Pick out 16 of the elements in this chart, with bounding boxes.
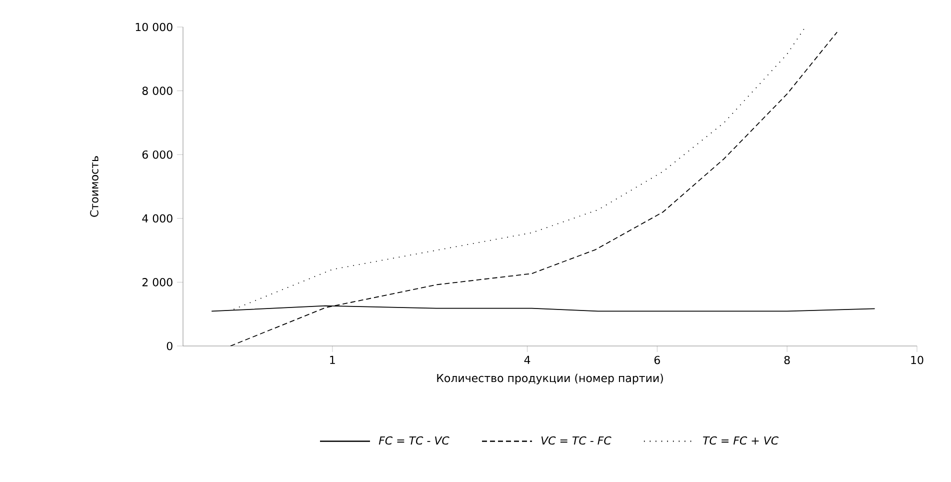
legend-label: TC = FC + VC (703, 436, 779, 445)
y-tick-label: 4 000 (142, 214, 172, 223)
legend-label: FC = TC - VC (378, 436, 450, 445)
x-tick-label: 8 (784, 356, 790, 364)
x-tick-label: 1 (330, 356, 335, 364)
x-axis-title: Количество продукции (номер партии) (437, 374, 663, 384)
y-tick-label: 0 (166, 342, 172, 350)
legend-label: VC = TC - FC (541, 436, 612, 445)
y-tick-label: 2 000 (142, 278, 172, 286)
y-tick-label: 10 000 (136, 22, 172, 32)
x-tick-label: 4 (524, 356, 530, 364)
y-tick-label: 6 000 (142, 150, 172, 159)
x-tick-label: 6 (654, 356, 660, 364)
y-axis-title: Стоимость (90, 156, 98, 217)
y-tick-label: 8 000 (142, 86, 172, 95)
x-tick-label: 10 (911, 356, 924, 364)
